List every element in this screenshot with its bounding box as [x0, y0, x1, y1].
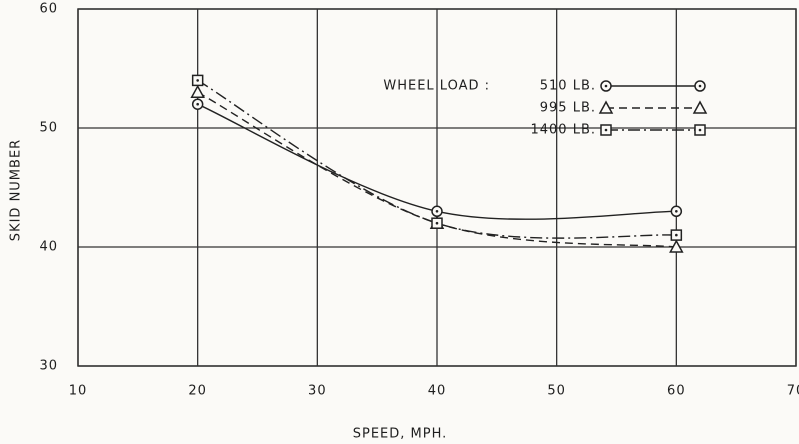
marker-dot	[196, 79, 199, 82]
marker	[190, 84, 205, 99]
y-tick-label: 50	[39, 121, 58, 136]
marker	[692, 100, 708, 114]
legend-label: 1400 LB.	[530, 123, 596, 138]
marker-dot	[675, 233, 678, 237]
y-tick-label: 60	[39, 2, 58, 17]
x-tick-label: 40	[428, 384, 447, 399]
x-tick-label: 50	[547, 384, 566, 399]
y-tick-label: 40	[39, 240, 58, 255]
legend-label: 995 LB.	[540, 101, 596, 116]
legend-title: WHEEL LOAD :	[383, 79, 490, 94]
x-tick-label: 70	[787, 384, 799, 399]
x-tick-label: 60	[667, 384, 686, 399]
marker-dot	[604, 128, 608, 132]
marker-dot	[604, 84, 608, 88]
marker	[669, 239, 684, 253]
x-axis-label: SPEED, MPH.	[353, 427, 448, 442]
series-line	[197, 79, 677, 239]
y-tick-label: 30	[39, 359, 58, 374]
x-tick-label: 10	[69, 384, 88, 399]
marker-dot	[698, 128, 702, 132]
marker-dot	[698, 84, 702, 88]
legend-label: 510 LB.	[540, 79, 596, 94]
marker	[598, 100, 614, 114]
x-tick-label: 30	[308, 384, 327, 399]
plot-border	[77, 8, 797, 367]
marker-dot	[196, 102, 199, 106]
marker-dot	[435, 210, 439, 213]
marker-dot	[435, 221, 439, 225]
marker-dot	[675, 210, 678, 213]
x-tick-label: 20	[188, 384, 207, 399]
y-axis-label: SKID NUMBER	[9, 139, 24, 241]
